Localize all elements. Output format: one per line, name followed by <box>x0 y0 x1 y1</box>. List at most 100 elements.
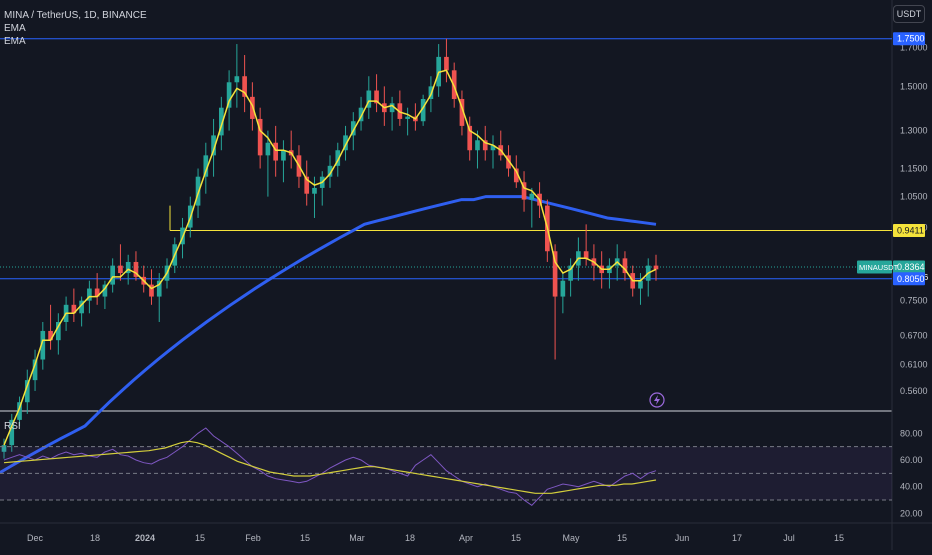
time-tick: Jul <box>783 533 795 543</box>
candle-body <box>366 90 372 108</box>
price-label-text: 0.9411 <box>897 225 924 235</box>
time-tick: 15 <box>300 533 310 543</box>
candle <box>490 135 496 169</box>
candle <box>17 396 22 427</box>
candle-body <box>9 419 15 446</box>
candle-body <box>482 140 488 151</box>
candle-body <box>420 98 426 122</box>
candle <box>133 251 139 281</box>
price-label-0[interactable]: 1.7500 <box>893 32 925 46</box>
candle <box>102 280 108 310</box>
price-tick: 0.7500 <box>900 296 928 306</box>
candle-body <box>521 182 527 200</box>
currency-button[interactable]: USDT <box>893 5 925 23</box>
price-label-bg <box>893 223 925 237</box>
candle-body <box>71 304 77 314</box>
price-label-bg <box>893 32 925 46</box>
time-tick: 18 <box>405 533 415 543</box>
candle <box>265 130 271 197</box>
candle-body <box>374 90 379 104</box>
candle <box>40 321 46 370</box>
candle-body <box>513 168 519 183</box>
symbol-title[interactable]: MINA / TetherUS, 1D, BINANCE <box>4 10 147 21</box>
candle-body <box>281 150 286 161</box>
candle-body <box>24 380 30 403</box>
price-label-1[interactable]: 0.9411 <box>893 223 925 237</box>
candle <box>521 171 527 212</box>
lightning-icon[interactable] <box>649 392 665 408</box>
candle-body <box>273 142 278 161</box>
candle <box>622 251 628 281</box>
rsi-tick: 20.00 <box>900 508 923 518</box>
candle-body <box>467 125 473 151</box>
candle <box>71 288 77 322</box>
ema-slow-line <box>0 195 657 474</box>
candle <box>149 269 154 305</box>
price-tick: 0.6700 <box>900 331 928 341</box>
time-tick: May <box>562 533 580 543</box>
rsi-pane[interactable] <box>0 427 892 506</box>
symbol-tag-bg <box>857 260 892 274</box>
candle-body <box>335 150 341 166</box>
time-tick: Dec <box>27 533 44 543</box>
candle <box>257 107 263 169</box>
candle-body <box>118 265 123 274</box>
candle <box>638 273 643 305</box>
time-axis[interactable]: Dec 18 2024 15 Feb 15 Mar 18 Apr 15 May 15 Jun 17 Jul 1… <box>27 533 844 543</box>
price-label-text: 0.8050 <box>897 274 925 284</box>
candle <box>444 38 449 83</box>
candle-body <box>312 187 317 194</box>
candle <box>560 273 566 314</box>
candle <box>459 90 465 136</box>
candle <box>32 349 38 391</box>
rsi-label[interactable]: RSI <box>4 421 21 432</box>
time-tick: 15 <box>195 533 205 543</box>
candle <box>110 258 115 293</box>
time-tick: Jun <box>675 533 690 543</box>
price-label-text: 0.8364 <box>897 262 925 272</box>
candle-body <box>219 107 224 136</box>
time-tick: Feb <box>245 533 261 543</box>
candle-body <box>444 56 449 71</box>
price-axis[interactable]: 1.70001.50001.30001.15001.05000.95000.75… <box>857 32 929 518</box>
candle <box>312 176 317 218</box>
candle-body <box>350 121 356 136</box>
candle <box>79 296 84 327</box>
candle-body <box>110 265 115 285</box>
candle-body <box>226 82 232 108</box>
time-tick: 2024 <box>135 533 155 543</box>
candle-body <box>560 280 566 297</box>
candle-body <box>506 155 511 169</box>
candle <box>475 130 480 169</box>
indicator-ema-2[interactable]: EMA <box>4 36 26 47</box>
candle-body <box>32 359 38 381</box>
candle-body <box>622 258 628 274</box>
candle <box>118 244 123 281</box>
candle <box>405 107 410 136</box>
time-tick: 15 <box>834 533 844 543</box>
price-label-3[interactable]: 0.8050 <box>893 272 925 286</box>
legend: MINA / TetherUS, 1D, BINANCE EMA EMA <box>4 9 147 48</box>
candle <box>327 155 333 188</box>
price-tick: 1.5000 <box>900 81 928 91</box>
ema-slow-layer <box>0 195 657 474</box>
candle-body <box>638 280 643 289</box>
candle <box>281 140 286 183</box>
price-tick: 1.1500 <box>900 164 928 174</box>
candle-body <box>583 251 589 259</box>
rsi-tick: 40.00 <box>900 482 923 492</box>
candle-body <box>195 176 201 206</box>
candle <box>48 304 53 350</box>
candle-body <box>94 288 100 297</box>
candle-body <box>211 135 216 156</box>
candle-body <box>405 116 410 119</box>
candle <box>1 438 7 459</box>
indicator-ema-1[interactable]: EMA <box>4 23 26 34</box>
ema-fast-line <box>3 69 657 446</box>
candle <box>374 74 379 113</box>
time-tick: 18 <box>90 533 100 543</box>
price-tick: 0.5600 <box>900 386 928 396</box>
candle <box>358 96 364 131</box>
